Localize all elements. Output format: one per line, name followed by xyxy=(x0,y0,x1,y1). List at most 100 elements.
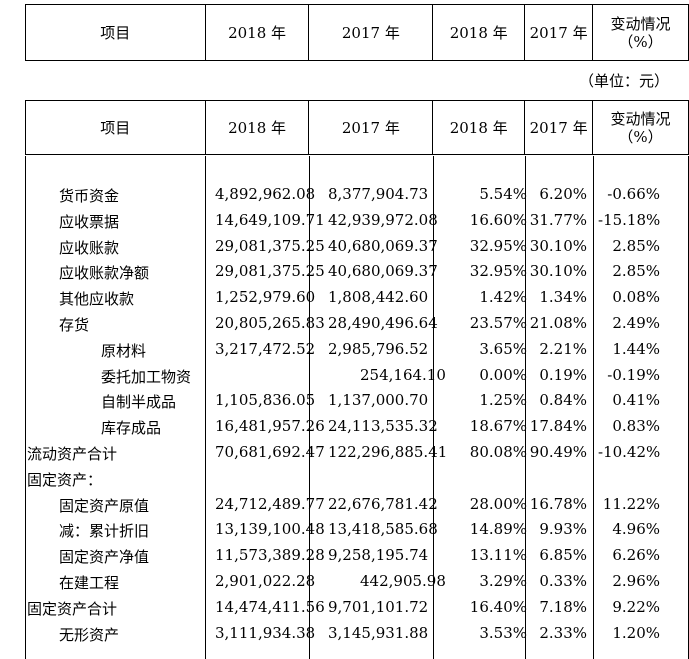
cell-2018-ratio: 16.40% xyxy=(469,597,527,616)
table-row: 应收票据 14,649,109.71 42,939,972.08 16.60% … xyxy=(25,208,689,234)
cell-2018-ratio: 28.00% xyxy=(469,494,527,513)
cell-change: 2.96% xyxy=(612,571,660,590)
cell-2017-amount: 1,137,000.70 xyxy=(328,391,429,410)
cell-2017-ratio: 31.77% xyxy=(529,210,587,229)
cell-change: 0.08% xyxy=(612,288,660,307)
cell-2017-amount: 42,939,972.08 xyxy=(328,210,438,229)
cell-2018-amount: 13,139,100.48 xyxy=(215,520,325,539)
cell-change: 2.85% xyxy=(612,262,660,281)
table-row: 固定资产净值 11,573,389.28 9,258,195.74 13.11%… xyxy=(25,543,689,569)
header-2017-ratio: 2017 年 xyxy=(524,100,594,155)
cell-2017-amount: 9,258,195.74 xyxy=(328,546,429,565)
cell-2017-ratio: 21.08% xyxy=(529,313,587,332)
cell-2017-amount: 28,490,496.64 xyxy=(328,313,438,332)
table-row: 应收账款净额 29,081,375.25 40,680,069.37 32.95… xyxy=(25,259,689,285)
row-label: 应收票据 xyxy=(59,212,120,231)
header-item: 项目 xyxy=(25,100,206,155)
cell-2017-amount: 2,985,796.52 xyxy=(328,339,429,358)
cell-2018-amount: 14,649,109.71 xyxy=(215,210,325,229)
cell-change: 0.83% xyxy=(612,417,660,436)
cell-change: -0.66% xyxy=(607,185,660,203)
grid-line xyxy=(433,156,434,659)
grid-line xyxy=(309,156,310,659)
cell-2018-amount: 11,573,389.28 xyxy=(215,546,325,565)
table-row: 存货 20,805,265.83 28,490,496.64 23.57% 21… xyxy=(25,311,689,337)
cell-change: 9.22% xyxy=(612,597,660,616)
cell-change: -0.19% xyxy=(607,365,660,384)
cell-2018-amount: 1,105,836.05 xyxy=(215,391,316,410)
cell-2017-amount: 40,680,069.37 xyxy=(328,262,438,281)
table-row: 委托加工物资 254,164.10 0.00% 0.19% -0.19% xyxy=(25,363,689,389)
cell-2017-ratio: 1.34% xyxy=(539,288,587,307)
header-2018-amount: 2018 年 xyxy=(204,4,310,61)
unit-label: （单位：元） xyxy=(578,72,669,90)
table-header-main: 项目 2018 年 2017 年 2018 年 2017 年 变动情况（%） xyxy=(25,100,689,155)
row-label: 原材料 xyxy=(101,341,147,360)
cell-2018-ratio: 18.67% xyxy=(469,417,527,436)
cell-2018-amount: 3,217,472.52 xyxy=(215,339,316,358)
table-row: 其他应收款 1,252,979.60 1,808,442.60 1.42% 1.… xyxy=(25,285,689,311)
header-2018-ratio: 2018 年 xyxy=(432,100,526,155)
cell-2018-amount: 4,892,962.08 xyxy=(215,185,316,203)
row-label: 在建工程 xyxy=(59,573,120,592)
cell-2018-amount: 14,474,411.56 xyxy=(215,597,325,616)
cell-2018-ratio: 32.95% xyxy=(469,236,527,255)
cell-2017-ratio: 90.49% xyxy=(529,442,587,461)
grid-line xyxy=(525,156,526,659)
cell-2018-ratio: 1.42% xyxy=(479,288,527,307)
cell-change: 1.44% xyxy=(612,339,660,358)
header-item: 项目 xyxy=(25,4,206,61)
cell-2017-ratio: 2.33% xyxy=(539,623,587,642)
cell-2017-amount: 22,676,781.42 xyxy=(328,494,438,513)
table-row: 在建工程 2,901,022.28 442,905.98 3.29% 0.33%… xyxy=(25,569,689,595)
cell-2018-amount: 29,081,375.25 xyxy=(215,236,325,255)
cell-2018-ratio: 3.29% xyxy=(479,571,527,590)
row-label: 货币资金 xyxy=(59,187,120,205)
cell-2017-ratio: 16.78% xyxy=(529,494,587,513)
row-label: 固定资产原值 xyxy=(59,496,150,515)
header-2017-amount: 2017 年 xyxy=(308,100,434,155)
cell-2017-amount: 13,418,585.68 xyxy=(328,520,438,539)
table-header-top: 项目 2018 年 2017 年 2018 年 2017 年 变动情况（%） xyxy=(25,4,689,61)
cell-2017-amount: 3,145,931.88 xyxy=(328,623,429,642)
cell-2017-ratio: 0.84% xyxy=(539,391,587,410)
cell-2018-amount: 20,805,265.83 xyxy=(215,313,325,332)
cell-2017-amount: 8,377,904.73 xyxy=(328,185,429,203)
cell-2018-amount: 29,081,375.25 xyxy=(215,262,325,281)
table-row: 应收账款 29,081,375.25 40,680,069.37 32.95% … xyxy=(25,234,689,260)
cell-2017-ratio: 7.18% xyxy=(539,597,587,616)
cell-2018-ratio: 13.11% xyxy=(469,546,527,565)
header-2017-amount: 2017 年 xyxy=(308,4,434,61)
table-row: 原材料 3,217,472.52 2,985,796.52 3.65% 2.21… xyxy=(25,337,689,363)
table-row: 减：累计折旧 13,139,100.48 13,418,585.68 14.89… xyxy=(25,517,689,543)
row-label: 委托加工物资 xyxy=(101,367,192,386)
cell-2018-ratio: 16.60% xyxy=(469,210,527,229)
cell-2018-ratio: 3.65% xyxy=(479,339,527,358)
row-label: 固定资产合计 xyxy=(27,599,118,618)
cell-2018-amount: 3,111,934.38 xyxy=(215,623,316,642)
cell-2017-ratio: 0.19% xyxy=(539,365,587,384)
cell-2017-ratio: 2.21% xyxy=(539,339,587,358)
cell-2017-ratio: 17.84% xyxy=(529,417,587,436)
table-body: 货币资金 4,892,962.08 8,377,904.73 5.54% 6.2… xyxy=(25,156,689,646)
row-label: 自制半成品 xyxy=(101,393,177,412)
cell-change: 2.85% xyxy=(612,236,660,255)
spacer-row xyxy=(25,156,689,182)
cell-2018-amount: 1,252,979.60 xyxy=(215,288,316,307)
grid-line xyxy=(593,156,594,659)
cell-2017-amount: 9,701,101.72 xyxy=(328,597,429,616)
table-row: 固定资产合计 14,474,411.56 9,701,101.72 16.40%… xyxy=(25,595,689,621)
table-row: 固定资产原值 24,712,489.77 22,676,781.42 28.00… xyxy=(25,492,689,518)
row-label: 应收账款 xyxy=(59,238,120,257)
cell-change: 2.49% xyxy=(612,313,660,332)
cell-2018-ratio: 5.54% xyxy=(479,185,527,203)
cell-2018-amount: 2,901,022.28 xyxy=(215,571,316,590)
cell-2018-ratio: 23.57% xyxy=(469,313,527,332)
row-label: 存货 xyxy=(59,315,90,334)
cell-2017-amount: 40,680,069.37 xyxy=(328,236,438,255)
cell-change: -15.18% xyxy=(598,210,661,229)
table-row: 货币资金 4,892,962.08 8,377,904.73 5.54% 6.2… xyxy=(25,182,689,208)
cell-2017-ratio: 6.85% xyxy=(539,546,587,565)
cell-change: 11.22% xyxy=(602,494,660,513)
cell-change: 1.20% xyxy=(612,623,660,642)
